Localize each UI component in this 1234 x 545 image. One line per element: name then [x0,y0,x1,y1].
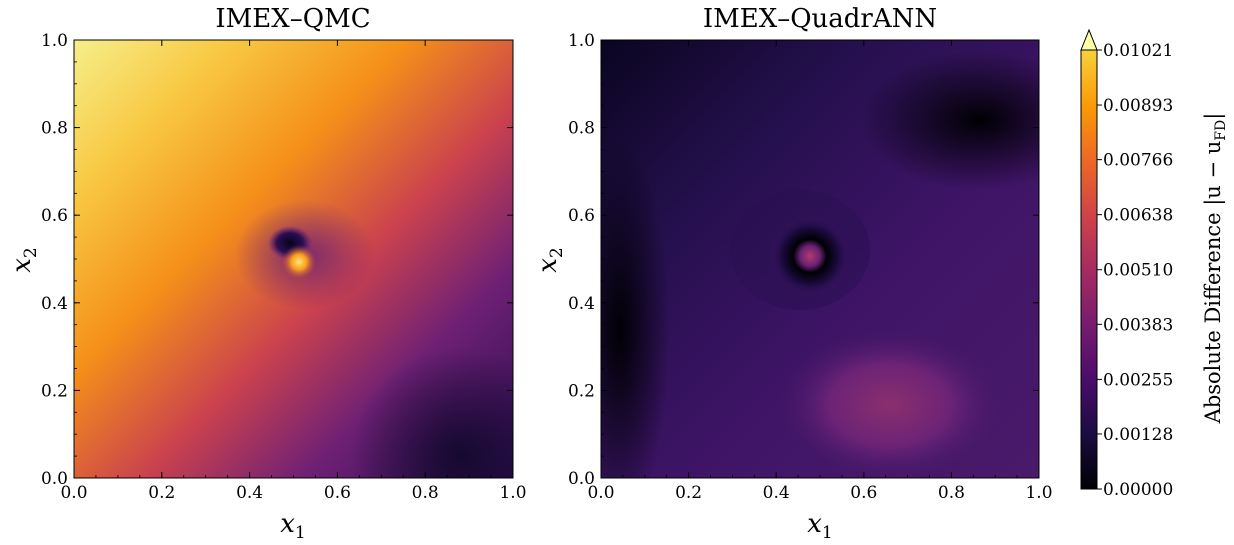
qmc-ytick-label: 1.0 [41,31,68,51]
quadrann-ytick-label: 0.4 [568,294,595,314]
quadrann-title: IMEX–QuadrANN [703,4,937,34]
qmc-xtick-label: 0.2 [148,483,175,503]
colorbar-tick-label: 0.00000 [1103,480,1173,500]
quadrann-xtick-label: 0.6 [850,483,877,503]
quadrann-ticks: 0.0 0.2 0.4 0.6 0.8 1.0 0.0 0.2 0.4 0.6 0.8 1.0 [568,31,1053,503]
qmc-ticks: 0.0 0.2 0.4 0.6 0.8 1.0 0.0 0.2 0.4 0.6 0.8 1.0 [41,31,527,503]
qmc-ytick-label: 0.8 [41,119,68,139]
qmc-xtick-label: 0.8 [412,483,439,503]
quadrann-xtick-label: 0.4 [763,483,790,503]
colorbar-tick-label: 0.00893 [1103,96,1173,116]
panel-quadrann: IMEX–QuadrANN 0.0 0.2 0.4 0.6 0.8 1.00.00.20.… [533,4,1053,543]
quadrann-xtick-label: 0.0 [587,483,614,503]
qmc-ytick-label: 0.4 [41,294,68,314]
quadrann-ytick-label: 0.6 [568,206,595,226]
qmc-heatmap [74,40,513,478]
quadrann-ylabel: x2 [533,247,567,273]
quadrann-ytick-label: 1.0 [568,31,595,51]
colorbar-tick-label: 0.00510 [1103,261,1173,281]
quadrann-xtick-label: 0.8 [938,483,965,503]
colorbar-body [1081,50,1097,489]
qmc-title: IMEX–QMC [215,4,370,34]
qmc-ylabel: x2 [7,247,41,273]
colorbar-ticks: 0.00000 0.00128 0.00255 0.00383 0.00510 0.006… [1097,41,1173,500]
colorbar-tick-label: 0.00383 [1103,315,1173,335]
panel-qmc: IMEX–QMC 0.0 0.2 0.4 0.6 0.8 1.00.00.20.40.60… [7,4,527,543]
qmc-ytick-label: 0.0 [41,469,68,489]
colorbar: 0.00000 0.00128 0.00255 0.00383 0.00510 0.006… [1080,28,1229,500]
quadrann-ytick-label: 0.2 [568,381,595,401]
colorbar-label: Absolute Difference |u − uFD| [1201,113,1229,425]
qmc-xtick-label: 1.0 [499,483,526,503]
quadrann-xlabel: x1 [807,509,833,543]
qmc-ytick-label: 0.2 [41,381,68,401]
quadrann-xtick-label: 0.2 [675,483,702,503]
colorbar-tick-label: 0.00638 [1103,206,1173,226]
quadrann-ytick-label: 0.8 [568,119,595,139]
qmc-xtick-label: 0.4 [236,483,263,503]
colorbar-tick-label: 0.00255 [1103,370,1173,390]
quadrann-ytick-label: 0.0 [568,469,595,489]
qmc-ytick-label: 0.6 [41,206,68,226]
colorbar-tick-label: 0.01021 [1103,41,1173,61]
qmc-xlabel: x1 [280,509,306,543]
quadrann-heatmap [601,40,1039,478]
colorbar-tick-label: 0.00766 [1103,151,1173,171]
quadrann-xtick-label: 1.0 [1025,483,1052,503]
colorbar-extend-arrow [1080,28,1098,51]
qmc-xtick-label: 0.0 [60,483,87,503]
qmc-xtick-label: 0.6 [324,483,351,503]
colorbar-tick-label: 0.00128 [1103,425,1173,445]
